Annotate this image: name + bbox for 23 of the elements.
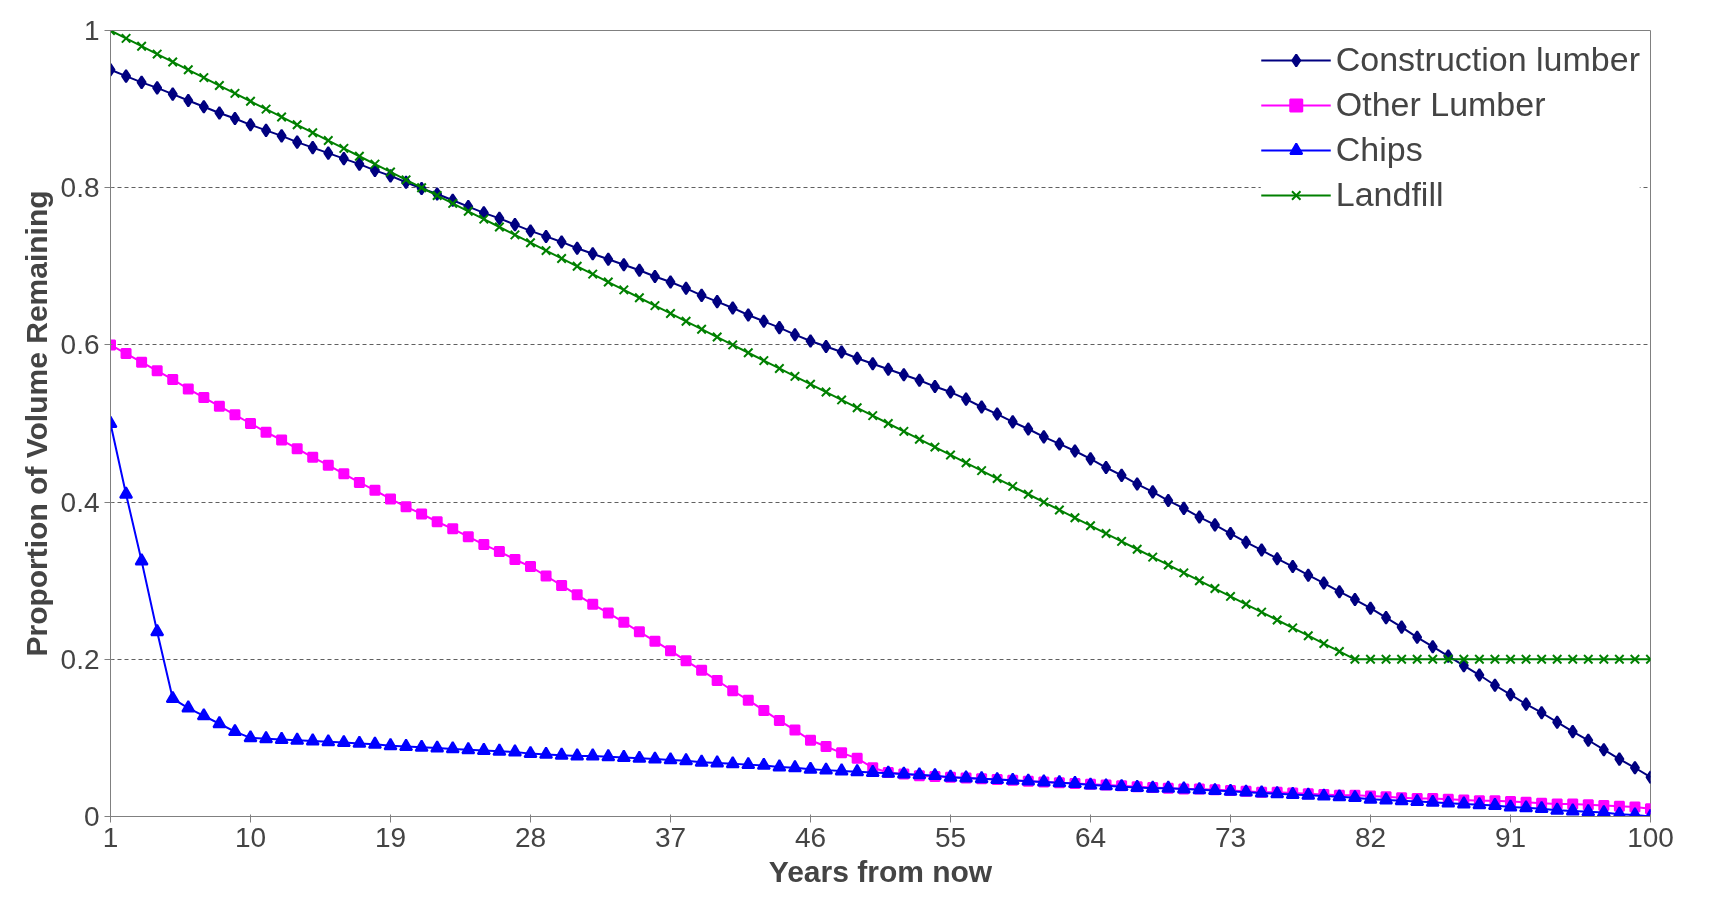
x-tick-label: 10 [234,821,267,853]
x-tick-label: 64 [1074,821,1107,853]
y-tick-label: 0 [83,801,100,832]
x-axis-title: Years from now [768,854,993,888]
y-tick-label: 0.8 [60,172,100,204]
x-tick-label: 46 [794,821,827,853]
y-tick-label: 1 [83,15,100,46]
x-tick-label: 28 [514,821,547,853]
x-tick-label: 19 [374,821,407,853]
legend-label: Landfill [1335,175,1444,214]
legend-label: Construction lumber [1335,40,1640,79]
x-tick-label: 73 [1214,821,1247,853]
x-tick-label: 91 [1494,821,1527,853]
y-tick-label: 0.2 [60,643,100,675]
x-tick-label: 100 [1627,821,1674,853]
x-tick-label: 37 [654,821,687,853]
legend-label: Other Lumber [1335,85,1546,124]
x-tick-label: 55 [934,821,967,853]
y-tick-label: 0.6 [60,329,100,361]
legend-label: Chips [1335,130,1423,169]
y-tick-label: 0.4 [60,486,100,518]
y-axis-title: Proportion of Volume Remaining [19,190,53,657]
x-tick-label: 82 [1354,821,1387,853]
